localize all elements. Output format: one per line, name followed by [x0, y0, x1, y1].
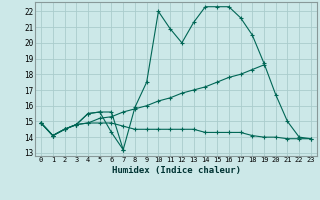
X-axis label: Humidex (Indice chaleur): Humidex (Indice chaleur)	[111, 166, 241, 175]
